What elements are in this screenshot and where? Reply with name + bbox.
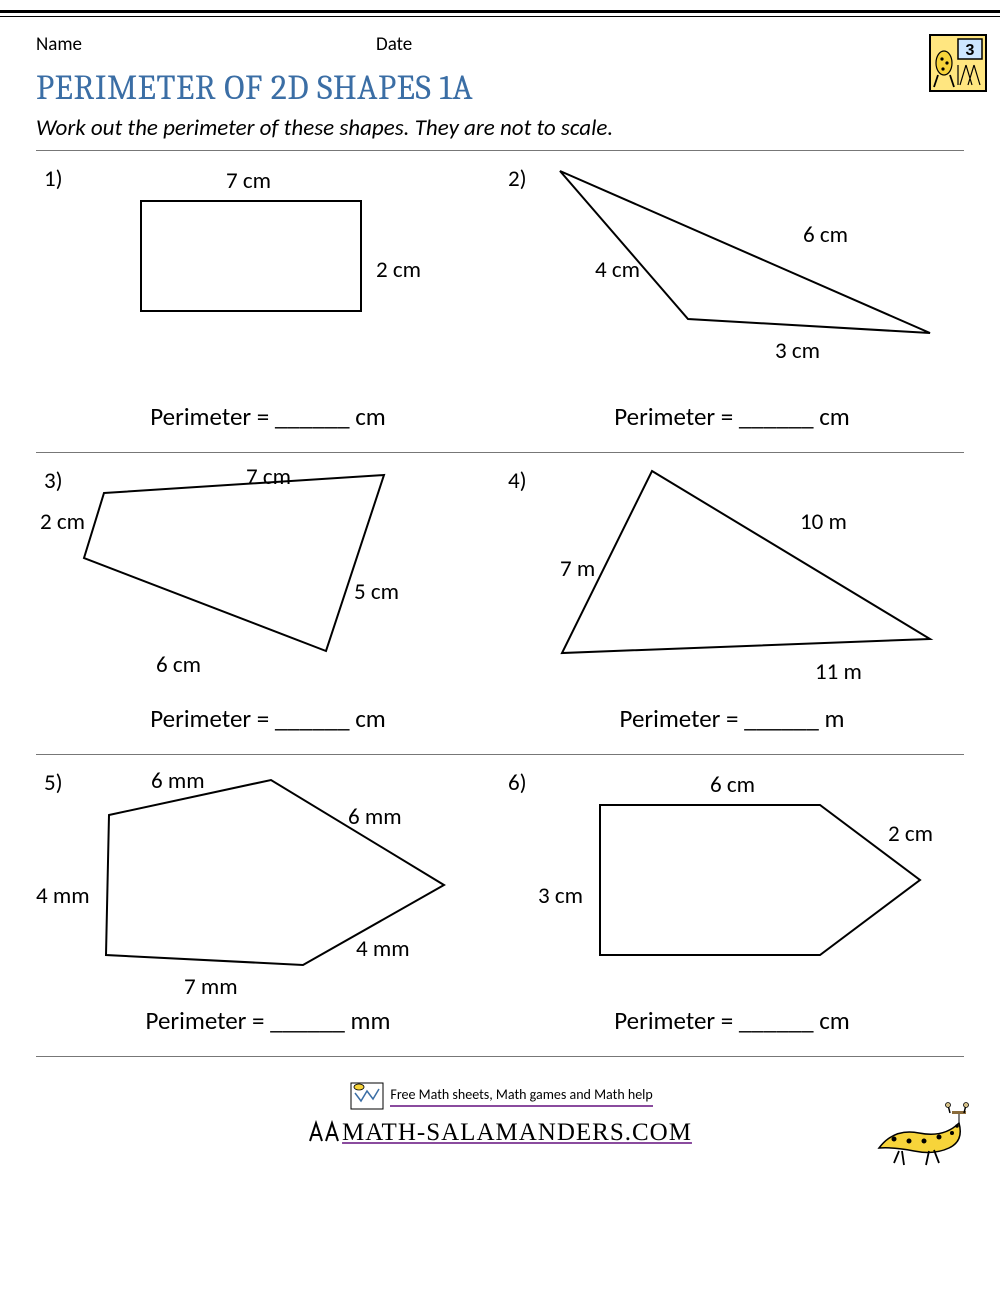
salamander-icon <box>864 1093 974 1173</box>
divider <box>36 1056 964 1057</box>
answer-line: Perimeter = ______ cm <box>36 391 500 446</box>
answer-line: Perimeter = ______ cm <box>500 391 964 446</box>
answer-line: Perimeter = ______ mm <box>36 995 500 1050</box>
shape-area: 6 mm6 mm4 mm4 mm7 mm <box>36 765 500 995</box>
side-label: 2 cm <box>40 508 85 536</box>
date-label: Date <box>376 33 412 56</box>
shape-area: 6 cm 2 cm 3 cm <box>500 765 964 995</box>
side-label: 11 m <box>815 658 862 686</box>
worksheet-header: Name Date <box>36 33 964 56</box>
question-cell: 1)7 cm2 cmPerimeter = ______ cm <box>36 157 500 446</box>
side-label: 7 cm <box>226 167 271 195</box>
side-label: 4 cm <box>595 256 640 284</box>
side-label: 7 mm <box>184 973 238 1001</box>
footer-brand: MATH-SALAMANDERS.COM <box>36 1117 964 1152</box>
question-cell: 4)10 m7 m11 mPerimeter = ______ m <box>500 459 964 748</box>
side-label: 4 mm <box>356 935 410 963</box>
side-label: 7 m <box>560 555 595 583</box>
question-cell: 5)6 mm6 mm4 mm4 mm7 mmPerimeter = ______… <box>36 761 500 1050</box>
side-label: 7 cm <box>246 463 291 491</box>
side-label: 6 cm <box>710 771 755 799</box>
side-label: 6 mm <box>348 803 402 831</box>
side-label: 4 mm <box>36 882 90 910</box>
question-cell: 6)6 cm2 cm3 cmPerimeter = ______ cm <box>500 761 964 1050</box>
side-label: 10 m <box>800 508 847 536</box>
side-label: 3 cm <box>538 882 583 910</box>
name-label: Name <box>36 33 376 56</box>
question-cell: 2)6 cm4 cm3 cmPerimeter = ______ cm <box>500 157 964 446</box>
answer-line: Perimeter = ______ cm <box>500 995 964 1050</box>
page-title: PERIMETER OF 2D SHAPES 1A <box>36 68 964 108</box>
shape-area: 6 cm 4 cm 3 cm <box>500 161 964 391</box>
divider <box>36 150 964 151</box>
answer-line: Perimeter = ______ cm <box>36 693 500 748</box>
side-label: 6 mm <box>151 767 205 795</box>
grade-badge: 3 <box>928 33 988 93</box>
answer-line: Perimeter = ______ m <box>500 693 964 748</box>
shape-area: 10 m 7 m 11 m <box>500 463 964 693</box>
side-label: 5 cm <box>354 578 399 606</box>
side-label: 6 cm <box>803 221 848 249</box>
side-label: 2 cm <box>376 256 421 284</box>
page-footer: Free Math sheets, Math games and Math he… <box>36 1079 964 1169</box>
side-label: 2 cm <box>888 820 933 848</box>
shape-area: 7 cm 2 cm <box>36 161 500 391</box>
instructions: Work out the perimeter of these shapes. … <box>36 114 964 142</box>
footer-tagline: Free Math sheets, Math games and Math he… <box>390 1086 652 1107</box>
shape-area: 7 cm 2 cm 5 cm 6 cm <box>36 463 500 693</box>
side-label: 6 cm <box>156 651 201 679</box>
divider <box>36 452 964 453</box>
question-cell: 3)7 cm2 cm5 cm6 cmPerimeter = ______ cm <box>36 459 500 748</box>
svg-text:3: 3 <box>966 42 975 59</box>
divider <box>36 754 964 755</box>
side-label: 3 cm <box>775 337 820 365</box>
